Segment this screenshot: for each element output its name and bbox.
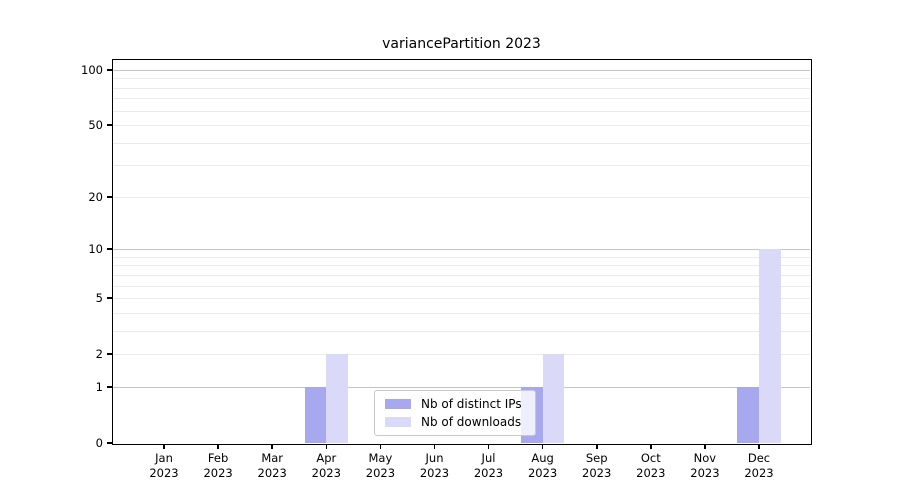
x-tick-label: Nov 2023	[690, 451, 720, 480]
gridline-minor	[113, 125, 810, 126]
x-tick-label: Feb 2023	[203, 451, 233, 480]
gridline-major	[113, 386, 810, 388]
gridline-minor	[113, 87, 810, 89]
x-tick-label: Jun 2023	[419, 451, 450, 480]
y-tick-label: 2	[95, 347, 103, 362]
y-tick	[107, 442, 112, 444]
x-tick	[541, 444, 544, 449]
gridline-minor	[113, 298, 810, 300]
gridline-minor	[113, 274, 810, 276]
bar-distinct-ips-apr	[304, 386, 327, 443]
y-tick	[107, 297, 112, 299]
x-tick-label: Mar 2023	[257, 451, 287, 480]
y-tick	[107, 353, 112, 355]
legend: Nb of distinct IPs Nb of downloads	[374, 390, 536, 436]
x-tick-label: Dec 2023	[744, 451, 774, 480]
plot-area: Jan 2023 Feb 2023 Mar 2023 Apr 2023 May 2023 Jun 20…	[81, 58, 812, 480]
gridline-minor	[113, 330, 810, 332]
x-tick	[271, 444, 273, 449]
gridline-minor	[113, 196, 810, 198]
y-tick-label: 5	[95, 291, 103, 306]
gridline-minor	[113, 98, 810, 100]
y-tick-label: 100	[81, 62, 103, 77]
gridline-minor	[113, 142, 810, 144]
legend-label-distinct-ips: Nb of distinct IPs	[421, 397, 522, 411]
gridline-minor	[113, 78, 810, 80]
chart-title: variancePartition 2023	[382, 36, 541, 52]
x-tick-label: Sep 2023	[582, 451, 612, 480]
bar-downloads-aug	[542, 354, 565, 443]
y-tick	[107, 386, 112, 388]
x-tick-label: May 2023	[365, 451, 396, 480]
bar-downloads-apr	[326, 354, 348, 443]
y-tick-label: 10	[88, 242, 103, 257]
gridline-minor	[113, 265, 810, 267]
legend-item: Nb of downloads	[385, 415, 522, 429]
x-tick-label: Jul 2023	[473, 451, 504, 480]
legend-label-downloads: Nb of downloads	[421, 415, 522, 429]
x-tick	[487, 444, 490, 449]
y-tick	[107, 69, 112, 71]
x-tick	[379, 444, 382, 449]
bar-downloads-dec	[759, 249, 781, 443]
x-tick	[433, 444, 436, 449]
y-tick-label: 20	[88, 189, 103, 204]
y-tick	[107, 124, 112, 126]
y-tick-label: 0	[95, 436, 103, 450]
x-tick	[163, 444, 165, 449]
gridline-minor	[113, 354, 810, 356]
gridline-minor	[113, 312, 810, 314]
y-tick	[107, 196, 112, 198]
y-tick	[107, 248, 112, 250]
gridline-minor	[113, 256, 810, 258]
gridline-major	[113, 69, 810, 71]
x-tick	[758, 444, 760, 449]
y-tick-label: 50	[88, 118, 103, 132]
x-tick-label: Aug 2023	[527, 451, 558, 480]
gridline-minor	[113, 285, 810, 287]
x-tick	[704, 444, 706, 449]
gridline-major	[113, 249, 810, 251]
x-tick	[325, 444, 327, 449]
legend-swatch-downloads	[385, 417, 411, 427]
gridline-minor	[113, 165, 810, 167]
legend-swatch-distinct-ips	[385, 399, 411, 409]
y-tick-label: 1	[95, 379, 103, 394]
bar-distinct-ips-dec	[737, 386, 759, 443]
x-tick	[650, 444, 652, 449]
x-tick	[596, 444, 598, 449]
x-tick-label: Jan 2023	[149, 451, 179, 480]
legend-item: Nb of distinct IPs	[385, 397, 522, 411]
x-tick-label: Oct 2023	[636, 451, 666, 480]
x-tick-label: Apr 2023	[311, 451, 341, 480]
gridline-minor	[113, 110, 810, 112]
x-tick	[217, 444, 219, 449]
